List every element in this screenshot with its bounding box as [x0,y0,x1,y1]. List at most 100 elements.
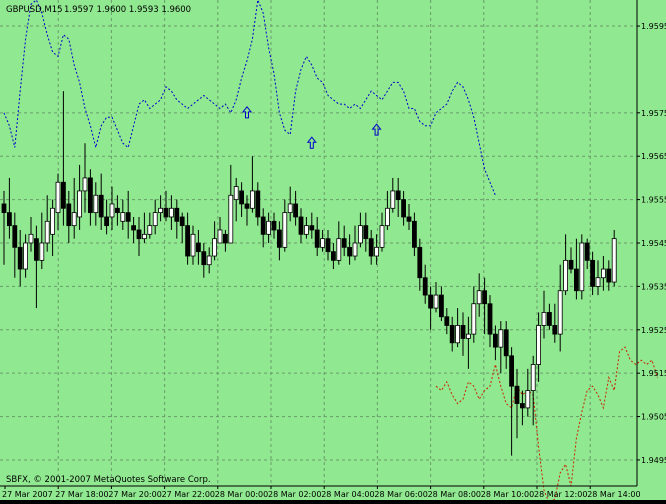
candle-bear [460,325,466,339]
candle-bull [357,225,363,244]
candle-bull [465,333,471,339]
candle-bear [314,229,320,248]
candle-bull [282,212,288,248]
candle-bear [309,225,315,231]
header-symbol: GBPUSD,M15 [6,5,63,15]
candle-bear [428,294,434,309]
candle-bear [584,242,590,261]
time-tick-label: 28 Mar 10:00 [481,490,534,499]
candle-bear [98,194,104,218]
up-arrow-icon [371,123,382,136]
candle-bull [233,186,239,201]
candle-bear [520,403,525,409]
bands [3,0,658,504]
candle-bear [244,203,250,209]
price-tick-label: 1.9515 [641,369,666,378]
price-tick-label: 1.9575 [641,109,666,118]
candle-bear [325,238,331,253]
time-tick-label: 28 Mar 14:00 [587,490,640,499]
candle-bull [109,203,115,218]
candle-bear [136,229,142,240]
candle-bull [379,225,385,248]
time-tick-label: 27 Mar 20:00 [108,490,161,499]
candle-bull [217,229,223,244]
candle-bull [525,390,531,409]
candle-bear [115,207,120,214]
candle-bull [476,290,482,305]
candle-bear [276,229,282,248]
candle-bear [411,220,417,248]
candle-bull [93,194,99,214]
candle-bull [39,242,45,261]
candle-bull [471,303,477,335]
candle-bull [28,233,34,244]
candle-bear [174,207,180,222]
candle-bear [61,181,66,209]
candle-bull [168,207,174,218]
candle-bear [88,177,93,214]
candle-bear [492,333,498,348]
candle-bear [444,316,450,326]
candle-bear [1,203,7,214]
candle-bull [601,268,606,279]
candle-bear [406,216,412,222]
candle-bear [255,190,261,218]
price-tick-label: 1.9505 [641,413,666,422]
candle-bear [341,238,347,248]
candle-bear [574,268,579,292]
candle-bull [190,233,196,257]
candle-bear [185,225,191,257]
candle-bull [71,212,77,227]
price-tick-label: 1.9495 [641,456,666,465]
candle-bull [249,190,255,209]
candle-bear [330,251,336,261]
candle-bear [298,216,304,235]
candle-bull [266,220,272,235]
candle-bear [7,212,12,227]
candle-bull [579,242,585,292]
candle-bear [395,190,401,201]
candle-bear [438,294,444,318]
grid [0,0,637,486]
candle-bull [541,312,547,326]
candle-bull [384,207,390,227]
time-tick-label: 28 Mar 02:00 [268,490,321,499]
candle-bear [547,312,552,326]
candle-bear [503,329,509,357]
time-tick-label: 28 Mar 08:00 [428,490,481,499]
candle-bull [147,225,153,235]
candle-bear [417,246,423,279]
candle-bear [509,355,515,387]
candle-bull [206,255,212,266]
price-tick-label: 1.9595 [641,22,666,31]
candle-bear [125,212,131,222]
candle-bear [422,277,428,296]
candle-bull [530,364,536,391]
candle-bear [401,199,407,218]
candle-bull [287,203,293,214]
candle-bull [433,294,439,309]
candle-bull [390,190,396,209]
price-tick-label: 1.9545 [641,239,666,248]
candle-bear [487,303,493,335]
candle-bear [17,246,23,270]
candle-bear [293,203,299,218]
price-axis: 1.9595 1.9575 1.9565 1.9555 1.9545 1.9535 1.95… [637,22,666,465]
candle-bear [368,238,374,257]
candle-bull [158,207,164,214]
candle-bear [514,385,520,404]
candle-bear [131,225,137,231]
copyright-notice: SBFX, © 2001-2007 MetaQuotes Software Co… [6,475,211,485]
candle-bull [77,190,82,218]
candle-bear [260,216,266,235]
candle-bull [374,246,380,257]
candle-bull [23,242,29,270]
price-tick-label: 1.9555 [641,196,666,205]
candle-bear [552,325,558,335]
candle-bear [66,203,72,227]
candle-bull [82,177,88,192]
candle-bull [352,242,358,257]
price-tick-label: 1.9525 [641,326,666,335]
